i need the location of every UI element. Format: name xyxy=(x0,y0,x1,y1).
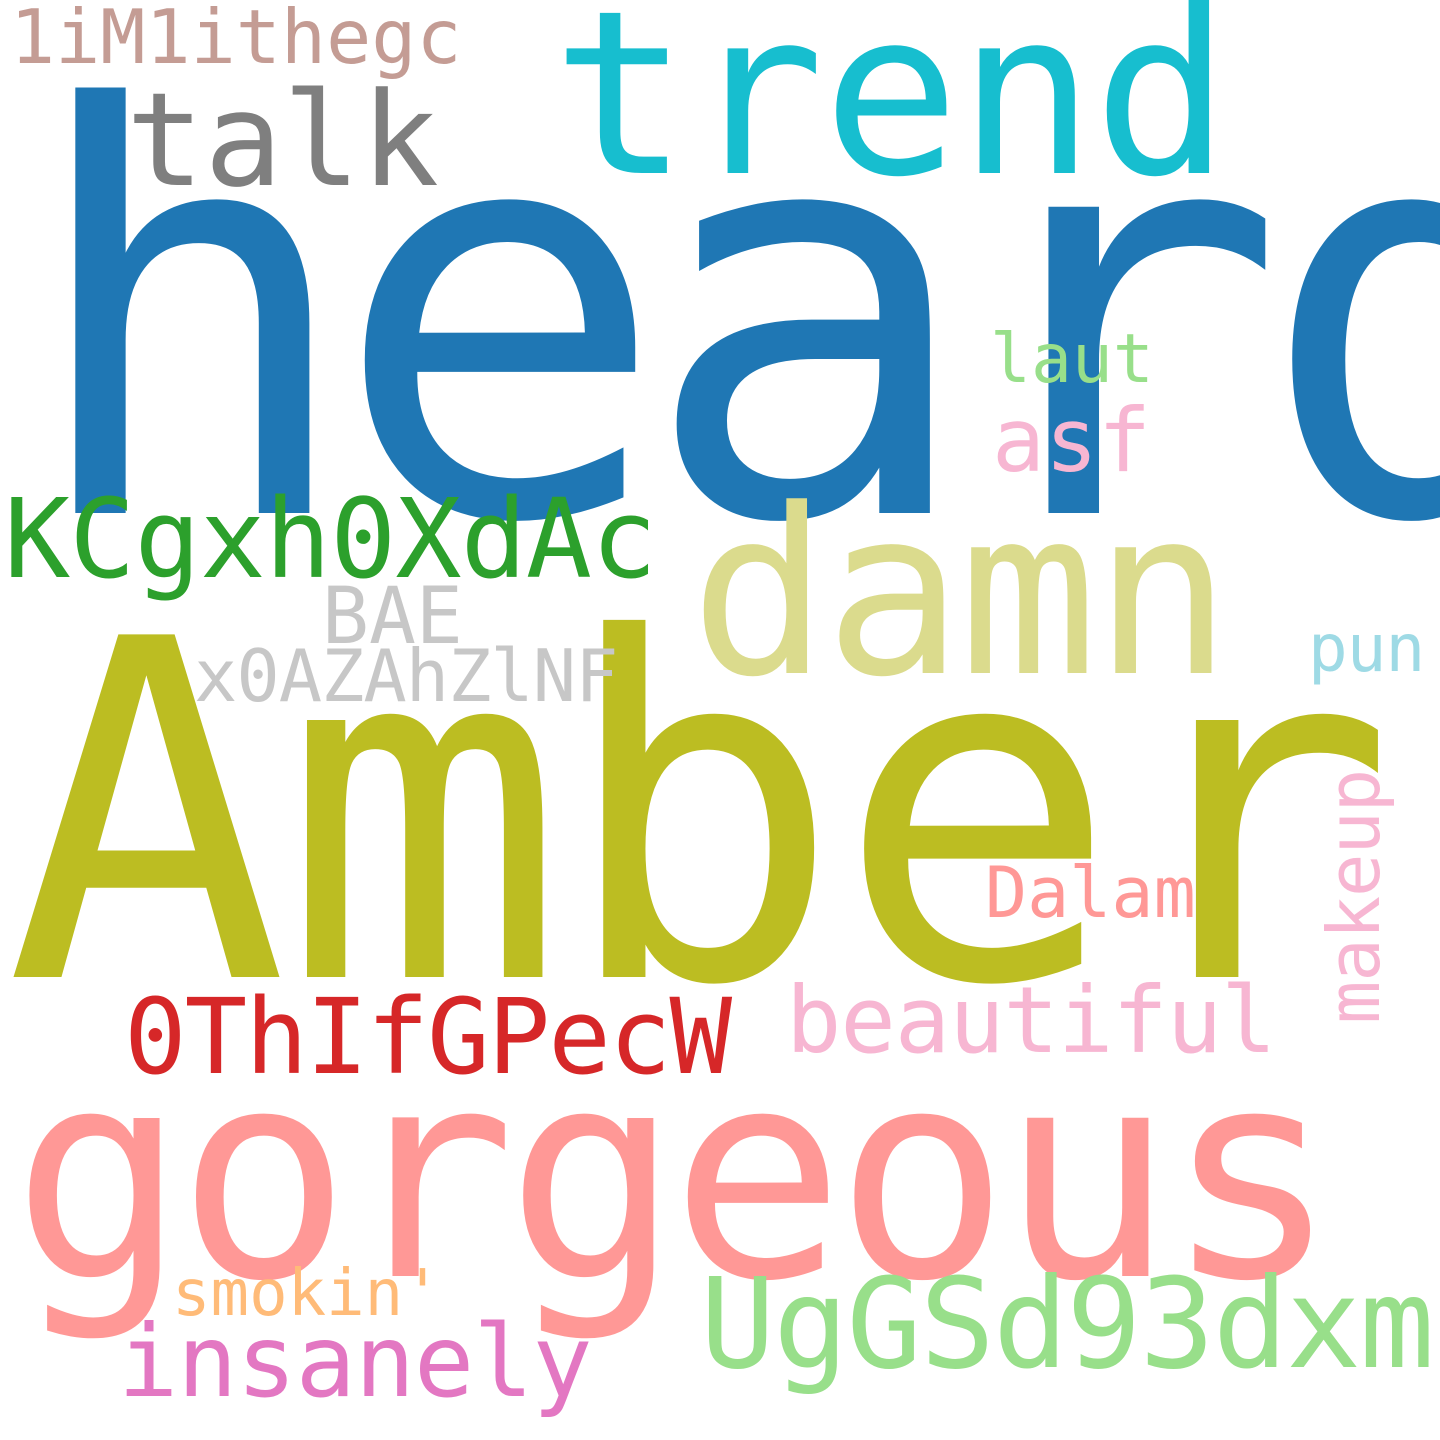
word-dalam: Dalam xyxy=(985,852,1196,934)
word-0thifgpecw: 0ThIfGPecW xyxy=(124,976,732,1098)
word-talk: talk xyxy=(126,64,440,216)
word-uggsd93dxm: UgGSd93dxm xyxy=(700,1252,1435,1397)
word-amber: Amber xyxy=(5,541,1396,1088)
word-beautiful: beautiful xyxy=(786,967,1276,1074)
word-1im1ithegc: 1iM1ithegc xyxy=(10,0,462,81)
word-pun: pun xyxy=(1308,610,1425,687)
word-insanely: insanely xyxy=(118,1303,593,1420)
word-trend: trend xyxy=(552,0,1230,227)
word-asf: asf xyxy=(992,389,1151,492)
word-bae: BAE xyxy=(322,572,463,662)
word-heard: heard xyxy=(22,0,1440,646)
word-makeup: makeup xyxy=(1312,769,1396,1024)
word-x0azahzlnf: x0AZAhZlNF xyxy=(194,634,618,718)
word-gorgeous: gorgeous xyxy=(12,1008,1339,1345)
word-smokin: smokin' xyxy=(172,1257,442,1331)
word-laut: laut xyxy=(990,320,1154,399)
word-kcgxh0xdac: KCgxh0XdAc xyxy=(4,475,657,603)
word-damn: damn xyxy=(690,461,1232,728)
